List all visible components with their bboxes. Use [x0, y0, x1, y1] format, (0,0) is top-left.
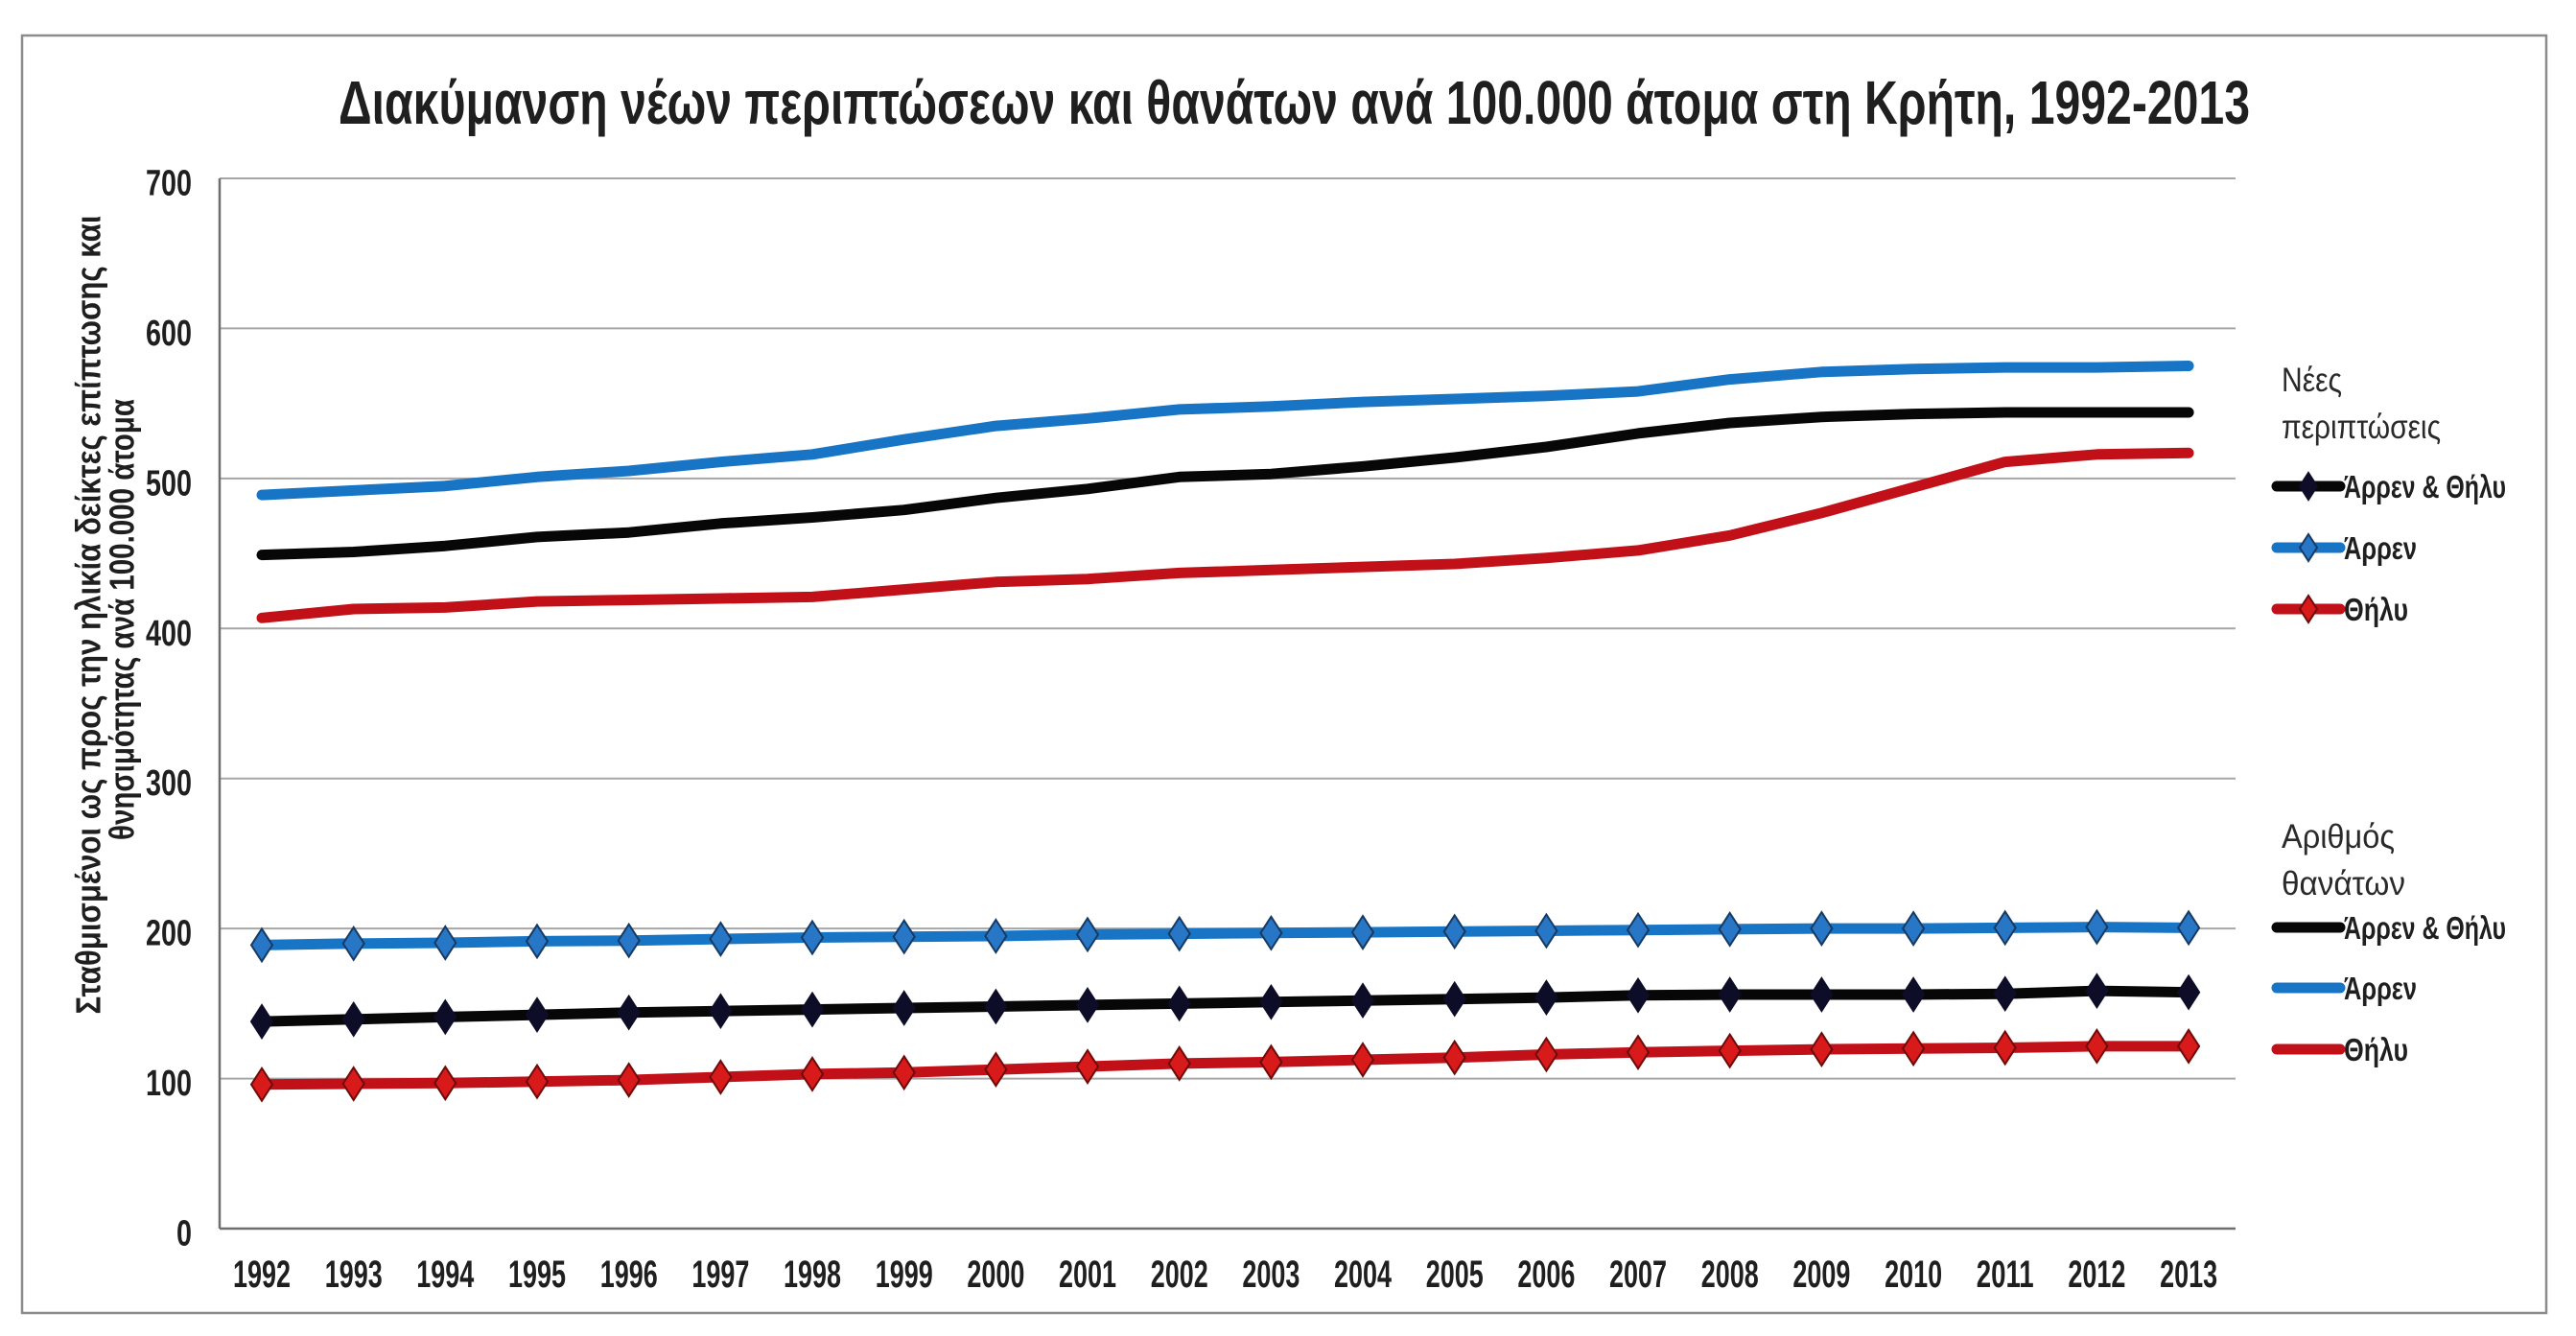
svg-text:Νέες: Νέες — [2282, 362, 2342, 399]
svg-text:Άρρεν: Άρρεν — [2344, 971, 2417, 1006]
svg-text:1995: 1995 — [508, 1254, 566, 1296]
svg-text:700: 700 — [146, 164, 192, 204]
svg-text:600: 600 — [146, 314, 192, 354]
svg-text:2003: 2003 — [1242, 1254, 1300, 1296]
svg-text:200: 200 — [146, 914, 192, 954]
svg-text:2013: 2013 — [2160, 1254, 2217, 1296]
svg-text:Αριθμός: Αριθμός — [2282, 818, 2395, 856]
svg-text:500: 500 — [146, 463, 192, 504]
svg-text:Θήλυ: Θήλυ — [2344, 592, 2408, 627]
svg-text:2002: 2002 — [1151, 1254, 1208, 1296]
svg-text:0: 0 — [176, 1214, 192, 1254]
svg-text:1994: 1994 — [416, 1254, 475, 1296]
svg-text:2008: 2008 — [1701, 1254, 1759, 1296]
svg-text:1993: 1993 — [325, 1254, 383, 1296]
svg-text:θνησιμότητας ανά 100.000 άτομα: θνησιμότητας ανά 100.000 άτομα — [103, 399, 142, 840]
svg-text:1999: 1999 — [876, 1254, 933, 1296]
svg-text:2011: 2011 — [1977, 1254, 2034, 1296]
svg-text:θανάτων: θανάτων — [2282, 865, 2405, 902]
svg-text:400: 400 — [146, 614, 192, 654]
svg-text:2010: 2010 — [1885, 1254, 1942, 1296]
svg-text:Άρρεν & Θήλυ: Άρρεν & Θήλυ — [2344, 910, 2506, 946]
svg-text:2007: 2007 — [1609, 1254, 1667, 1296]
svg-text:2001: 2001 — [1059, 1254, 1116, 1296]
svg-text:1998: 1998 — [784, 1254, 841, 1296]
svg-text:Άρρεν & Θήλυ: Άρρεν & Θήλυ — [2344, 469, 2506, 504]
svg-text:Σταθμισμένοι ως προς την ηλικί: Σταθμισμένοι ως προς την ηλικία δείκτες … — [69, 216, 108, 1015]
svg-text:300: 300 — [146, 763, 192, 804]
svg-text:2012: 2012 — [2068, 1254, 2125, 1296]
svg-text:Άρρεν: Άρρεν — [2344, 530, 2417, 566]
svg-text:2005: 2005 — [1426, 1254, 1484, 1296]
svg-text:2004: 2004 — [1334, 1254, 1393, 1296]
svg-text:Διακύμανση νέων περιπτώσεων κα: Διακύμανση νέων περιπτώσεων και θανάτων … — [339, 68, 2250, 137]
svg-text:Θήλυ: Θήλυ — [2344, 1032, 2408, 1067]
svg-text:1992: 1992 — [233, 1254, 291, 1296]
svg-text:1996: 1996 — [600, 1254, 658, 1296]
svg-text:1997: 1997 — [691, 1254, 749, 1296]
svg-text:περιπτώσεις: περιπτώσεις — [2282, 409, 2441, 446]
svg-text:100: 100 — [146, 1064, 192, 1104]
svg-text:2000: 2000 — [967, 1254, 1024, 1296]
svg-text:2009: 2009 — [1792, 1254, 1850, 1296]
svg-text:2006: 2006 — [1517, 1254, 1575, 1296]
